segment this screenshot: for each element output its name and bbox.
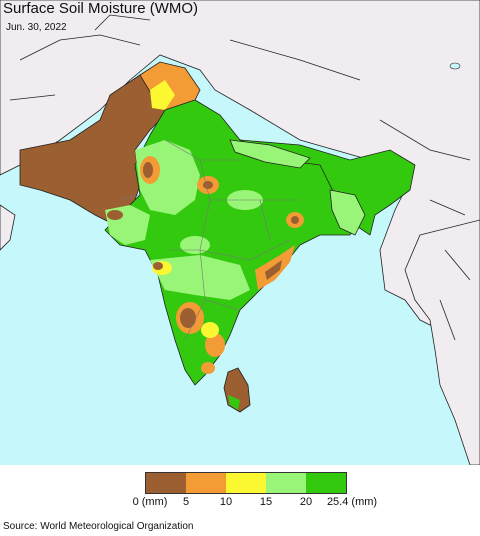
source-credit: Source: World Meteorological Organizatio…: [3, 521, 194, 532]
east-dry-core: [291, 216, 299, 224]
lake: [449, 62, 461, 70]
gujarat-dry: [107, 210, 123, 220]
central-light-2: [180, 236, 210, 254]
soil-moisture-map: [0, 0, 480, 465]
deccan-dry: [153, 262, 163, 270]
legend-tick-15: 15: [259, 496, 273, 508]
legend-tick-10: 10: [219, 496, 233, 508]
legend-tick-25: 25.4 (mm): [326, 496, 378, 508]
legend-swatch-15-20: [266, 473, 306, 493]
map-date: Jun. 30, 2022: [6, 22, 67, 33]
page-title: Surface Soil Moisture (WMO): [3, 0, 199, 17]
legend-tick-20: 20: [299, 496, 313, 508]
legend-swatch-10-15: [226, 473, 266, 493]
legend-swatch-5-10: [186, 473, 226, 493]
tamilnadu-yellow: [201, 322, 219, 338]
legend: 0 (mm) 5 10 15 20 25.4 (mm): [0, 470, 480, 510]
tamilnadu-orange: [205, 333, 225, 357]
legend-color-bar: [145, 472, 347, 494]
andhra-coast-core: [265, 260, 282, 280]
legend-tick-5: 5: [182, 496, 190, 508]
legend-swatch-20-25: [306, 473, 346, 493]
central-dry-core: [203, 181, 213, 189]
legend-tick-0: 0 (mm): [132, 496, 168, 508]
bangladesh-region: [329, 189, 366, 236]
kashmir-yellow: [150, 80, 175, 110]
land-arabia: [0, 204, 16, 251]
rajasthan-dry-core: [143, 162, 153, 178]
state-borders: [119, 139, 300, 341]
legend-swatch-0-5: [146, 473, 186, 493]
nepal-region: [229, 139, 311, 169]
deccan-light: [150, 255, 250, 300]
karnataka-dry: [180, 308, 196, 328]
northeast-region: [239, 139, 416, 236]
sri-lanka-green: [228, 395, 240, 410]
south-tip-orange: [201, 362, 215, 374]
outside-borders: [9, 14, 471, 341]
land-southeast-asia: [404, 219, 480, 465]
